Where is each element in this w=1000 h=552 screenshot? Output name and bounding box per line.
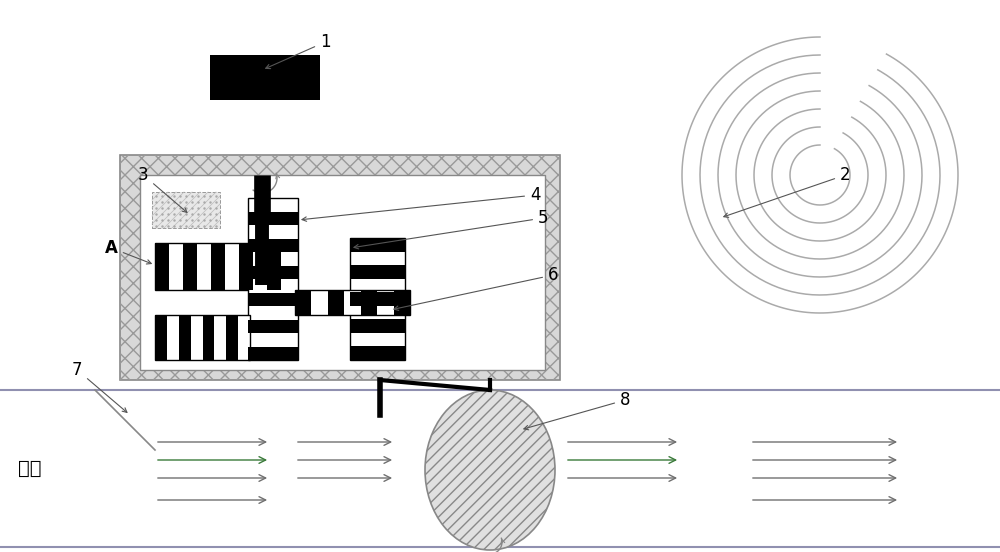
Text: 2: 2 [724,166,851,217]
Text: 7: 7 [72,361,127,412]
Bar [248,347,298,360]
Bar [120,155,560,380]
Bar [350,347,405,360]
Ellipse shape [425,390,555,550]
Bar [210,55,320,100]
Bar [248,198,298,360]
Text: 3: 3 [138,166,187,213]
Bar [183,243,197,290]
Text: 1: 1 [266,33,331,68]
Bar [350,320,405,333]
Bar [295,290,311,315]
Bar [248,238,298,252]
Text: 6: 6 [394,266,558,310]
Bar [155,315,250,360]
Text: 5: 5 [354,209,548,249]
Bar [211,243,225,290]
Bar [267,243,281,290]
Text: 8: 8 [524,391,631,430]
Bar [155,243,169,290]
Text: 4: 4 [302,186,540,221]
Bar [248,293,298,306]
Bar [350,238,405,252]
Bar [140,175,545,370]
Bar [202,315,214,360]
Bar [361,290,377,315]
Bar [394,290,410,315]
Bar [248,266,298,279]
Bar [226,315,238,360]
Bar [152,192,220,228]
Bar [239,243,253,290]
Bar [179,315,191,360]
Text: A: A [105,239,151,264]
Bar [155,315,167,360]
Bar [120,155,560,380]
Bar [350,265,405,279]
Bar [350,292,405,306]
Bar [328,290,344,315]
Bar [248,320,298,333]
Bar [248,211,298,225]
Bar [350,238,405,360]
Bar [295,290,410,315]
Bar [155,243,295,290]
Text: 水流: 水流 [18,459,42,477]
